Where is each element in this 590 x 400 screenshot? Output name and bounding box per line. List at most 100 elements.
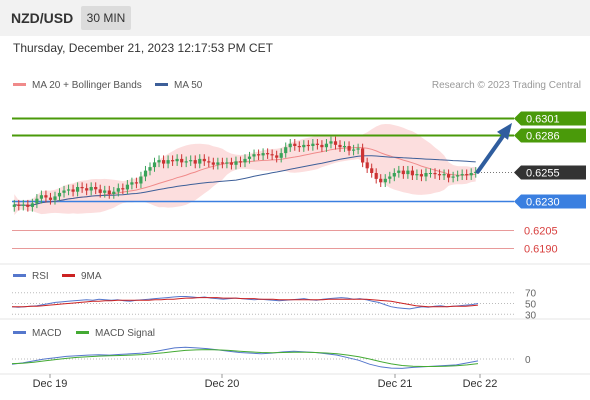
x-tick-label: Dec 22: [463, 378, 498, 390]
candle-body: [284, 147, 288, 154]
candle-body: [211, 162, 215, 165]
rsi-ma-legend-label: 9MA: [81, 271, 102, 282]
candle-body: [428, 173, 433, 174]
candle-body: [225, 162, 229, 164]
candle-body: [401, 170, 405, 175]
candle-body: [71, 189, 75, 192]
candle-body: [171, 160, 175, 162]
candle-body: [162, 160, 166, 164]
rsi-ma-legend: 9MA: [62, 271, 102, 282]
candle-body: [442, 174, 446, 176]
level-label-2: 0.6255: [526, 168, 560, 180]
candle-body: [39, 195, 43, 199]
candle-body: [94, 187, 98, 190]
x-tick-label: Dec 21: [378, 378, 413, 390]
candle-body: [184, 161, 188, 163]
candle-body: [374, 173, 378, 179]
level-tag-2: [514, 165, 586, 180]
rsi-legend-label: RSI: [32, 271, 49, 282]
candle-body: [116, 188, 120, 192]
rsi-legend: RSI: [13, 271, 49, 282]
level-label-5: 0.6190: [524, 244, 558, 256]
candle-body: [451, 176, 455, 178]
bollinger-band: [14, 124, 476, 216]
candle-body: [193, 160, 197, 164]
candle-body: [388, 176, 392, 179]
candle-body: [279, 153, 283, 158]
rsi-level-label: 70: [525, 289, 537, 300]
candle-body: [288, 143, 292, 148]
candle-body: [261, 153, 265, 156]
candle-body: [175, 158, 179, 162]
candle-body: [134, 182, 138, 184]
macd-signal-swatch-icon: [76, 330, 89, 334]
candle-body: [53, 196, 57, 200]
forecast-arrowhead-icon: [497, 122, 512, 140]
ma20-legend-label: MA 20 + Bollinger Bands: [32, 80, 142, 91]
candle-body: [76, 187, 80, 192]
candle-body: [338, 144, 342, 148]
candle-body: [397, 170, 401, 173]
candle-body: [379, 178, 383, 183]
candle-body: [143, 170, 148, 177]
candle-body: [460, 174, 464, 176]
candle-body: [469, 173, 473, 176]
candle-body: [456, 175, 460, 177]
candle-body: [347, 146, 351, 151]
candle-body: [433, 173, 437, 175]
ma50-legend: MA 50: [155, 80, 202, 91]
candle-body: [465, 174, 469, 176]
candle-body: [320, 144, 324, 148]
chart-credit: Research © 2023 Trading Central: [431, 80, 581, 91]
candle-body: [252, 154, 256, 157]
candle-body: [342, 146, 347, 148]
candle-body: [148, 167, 152, 171]
chart-datetime: Thursday, December 21, 2023 12:17:53 PM …: [13, 41, 273, 55]
candle-body: [157, 160, 161, 163]
candle-body: [306, 144, 310, 147]
candle-body: [419, 174, 423, 177]
candle-body: [437, 174, 442, 176]
candle-body: [44, 195, 48, 198]
candle-body: [57, 192, 62, 197]
candle-body: [243, 158, 247, 163]
timeframe-button[interactable]: 30 MIN: [81, 6, 131, 30]
x-tick-label: Dec 19: [33, 378, 68, 390]
candle-body: [202, 158, 206, 162]
candle-body: [275, 155, 279, 158]
candles-group: [12, 136, 478, 212]
level-label-1: 0.6286: [526, 131, 560, 143]
macd-signal-legend-label: MACD Signal: [95, 328, 156, 339]
candle-body: [297, 146, 301, 148]
rsi-ma-swatch-icon: [62, 273, 75, 277]
candle-body: [302, 144, 306, 148]
candle-body: [229, 162, 233, 165]
candle-body: [98, 189, 102, 193]
candle-body: [125, 184, 129, 190]
candle-body: [198, 158, 202, 164]
candle-body: [410, 170, 414, 176]
candle-body: [21, 204, 25, 206]
candle-body: [270, 154, 274, 156]
candle-body: [234, 161, 238, 165]
candle-body: [107, 190, 111, 194]
macd-swatch-icon: [13, 330, 26, 334]
candle-body: [324, 143, 328, 148]
ma50-swatch-icon: [155, 82, 168, 86]
top-bar: NZD/USD 30 MIN: [0, 0, 590, 36]
candle-body: [447, 174, 451, 178]
candle-body: [112, 191, 116, 194]
candle-body: [139, 176, 143, 184]
macd-legend: MACD: [13, 328, 61, 339]
candle-body: [257, 154, 261, 156]
candle-body: [216, 162, 220, 165]
candle-body: [333, 141, 338, 145]
candle-body: [392, 173, 396, 177]
candle-body: [130, 182, 134, 185]
symbol-title: NZD/USD: [11, 10, 74, 26]
candle-body: [166, 160, 170, 164]
rsi-level-label: 50: [525, 300, 537, 311]
rsi-swatch-icon: [13, 273, 26, 277]
level-label-3: 0.6230: [526, 197, 560, 209]
